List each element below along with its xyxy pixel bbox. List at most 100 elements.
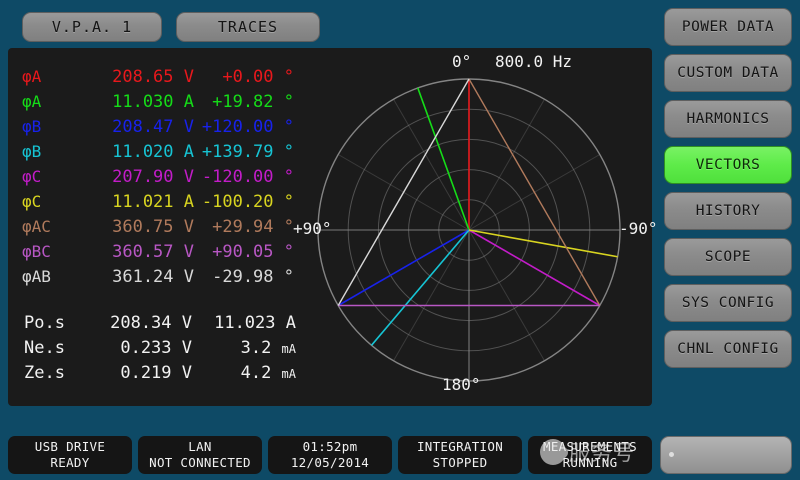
status-cell[interactable]: INTEGRATION STOPPED: [398, 436, 522, 474]
readout-value: 11.021 A: [112, 191, 194, 212]
sidebar-item-power-data[interactable]: POWER DATA: [664, 8, 792, 46]
readout-angle: +19.82 °: [212, 91, 294, 112]
status-blank-button[interactable]: [660, 436, 792, 474]
top-toolbar: V.P.A. 1 TRACES: [0, 0, 660, 48]
readout-angle: +29.94 °: [212, 216, 294, 237]
readout-value: 207.90 V: [112, 166, 194, 187]
readout-phase-label: φC: [22, 167, 42, 186]
readout-angle: -100.20 °: [201, 191, 294, 212]
readout-angle: +139.79 °: [201, 141, 294, 162]
status-cell[interactable]: USB DRIVE READY: [8, 436, 132, 474]
readout-phase-label: φA: [22, 92, 42, 111]
sidebar-item-chnl-config[interactable]: CHNL CONFIG: [664, 330, 792, 368]
readout-angle: +120.00 °: [201, 116, 294, 137]
status-line-2: 12/05/2014: [290, 455, 370, 470]
readout-phase-label: φB: [22, 142, 42, 161]
vpa-selector-button[interactable]: V.P.A. 1: [22, 12, 162, 42]
frequency-readout: 800.0 Hz: [495, 52, 573, 71]
sidebar-item-vectors[interactable]: VECTORS: [664, 146, 792, 184]
readout-phase-label: φBC: [22, 242, 51, 261]
readout-row: φAB 361.24 V -29.98 °: [14, 264, 300, 289]
readout-phase-label: φA: [22, 67, 42, 86]
readout-value: 208.65 V: [112, 66, 194, 87]
axis-label-0deg: 0°: [452, 52, 472, 71]
readout-phase-label: φAB: [22, 267, 51, 286]
readout-phase-label: φAC: [22, 217, 51, 236]
summary-voltage: 208.34 V: [110, 312, 192, 333]
chord-line: [337, 78, 470, 306]
status-cell[interactable]: 01:52pm 12/05/2014: [268, 436, 392, 474]
summary-voltage: 0.233 V: [120, 337, 192, 358]
summary-row: Ze.s 0.219 V 4.2 mA: [14, 360, 300, 385]
status-line-2: NOT CONNECTED: [149, 455, 251, 470]
readout-value: 360.75 V: [112, 216, 194, 237]
polar-spoke: [393, 98, 470, 231]
sidebar-item-scope[interactable]: SCOPE: [664, 238, 792, 276]
status-bar: USB DRIVE READY LAN NOT CONNECTED 01:52pm 12/…: [0, 428, 800, 480]
readout-row: φAC 360.75 V +29.94 °: [14, 214, 300, 239]
sidebar-item-harmonics[interactable]: HARMONICS: [664, 100, 792, 138]
readout-value: 361.24 V: [112, 266, 194, 287]
summary-row: Ne.s 0.233 V 3.2 mA: [14, 335, 300, 360]
indicator-dot: [669, 452, 674, 457]
vector-line: [337, 229, 470, 307]
sequence-summary-table: Po.s 208.34 V 11.023 A Ne.s 0.233 V 3.2 mA Ze.…: [14, 310, 300, 385]
readout-row: φC 11.021 A -100.20 °: [14, 189, 300, 214]
readout-row: φC 207.90 V -120.00 °: [14, 164, 300, 189]
readout-value: 11.030 A: [112, 91, 194, 112]
main-panel: φA 208.65 V +0.00 ° φA 11.030 A +19.82 ° φB 208…: [8, 48, 658, 406]
readout-value: 11.020 A: [112, 141, 194, 162]
readout-angle: +0.00 °: [222, 66, 294, 87]
readout-angle: +90.05 °: [212, 241, 294, 262]
status-line-1: USB DRIVE: [34, 438, 106, 454]
readout-row: φBC 360.57 V +90.05 °: [14, 239, 300, 264]
readout-phase-label: φC: [22, 192, 42, 211]
status-line-2: STOPPED: [432, 455, 488, 470]
axis-label-minus90deg: -90°: [619, 219, 658, 238]
chord-line: [468, 78, 601, 306]
readout-angle: -120.00 °: [201, 166, 294, 187]
readout-row: φA 11.030 A +19.82 °: [14, 89, 300, 114]
polar-spoke: [468, 229, 545, 362]
axis-label-180deg: 180°: [442, 375, 481, 394]
readout-row: φA 208.65 V +0.00 °: [14, 64, 300, 89]
status-cell[interactable]: MEASUREMENTS RUNNING: [528, 436, 652, 474]
polar-chart-svg: [317, 78, 621, 382]
vector-line: [468, 229, 601, 307]
summary-label: Po.s: [24, 312, 65, 333]
readout-angle: -29.98 °: [212, 266, 294, 287]
readout-row: φB 11.020 A +139.79 °: [14, 139, 300, 164]
readout-row: φB 208.47 V +120.00 °: [14, 114, 300, 139]
readout-value: 360.57 V: [112, 241, 194, 262]
status-line-2: RUNNING: [562, 455, 618, 470]
measurement-readout-table: φA 208.65 V +0.00 ° φA 11.030 A +19.82 ° φB 208…: [14, 64, 300, 289]
status-line-1: 01:52pm: [302, 438, 358, 454]
vector-polar-plot[interactable]: 0° 800.0 Hz 180° +90° -90°: [292, 48, 658, 406]
vector-line: [468, 229, 618, 258]
summary-current: 4.2 mA: [240, 362, 296, 383]
summary-current: 3.2 mA: [240, 337, 296, 358]
vector-line: [417, 87, 470, 231]
summary-voltage: 0.219 V: [120, 362, 192, 383]
status-line-1: INTEGRATION: [416, 438, 504, 454]
summary-current: 11.023 A: [214, 312, 296, 333]
status-line-2: READY: [50, 455, 90, 470]
traces-button[interactable]: TRACES: [176, 12, 320, 42]
polar-spoke: [468, 98, 545, 231]
sidebar-item-custom-data[interactable]: CUSTOM DATA: [664, 54, 792, 92]
readout-value: 208.47 V: [112, 116, 194, 137]
summary-row: Po.s 208.34 V 11.023 A: [14, 310, 300, 335]
summary-label: Ze.s: [24, 362, 65, 383]
status-cell[interactable]: LAN NOT CONNECTED: [138, 436, 262, 474]
readout-phase-label: φB: [22, 117, 42, 136]
sidebar-item-history[interactable]: HISTORY: [664, 192, 792, 230]
sidebar-item-sys-config[interactable]: SYS CONFIG: [664, 284, 792, 322]
status-line-1: MEASUREMENTS: [543, 438, 637, 454]
vector-line: [370, 229, 470, 346]
main-menu-sidebar: POWER DATA CUSTOM DATA HARMONICS VECTORS HIS…: [664, 8, 794, 376]
axis-label-plus90deg: +90°: [293, 219, 332, 238]
summary-label: Ne.s: [24, 337, 65, 358]
status-line-1: LAN: [188, 438, 212, 454]
polar-spoke: [393, 229, 470, 362]
